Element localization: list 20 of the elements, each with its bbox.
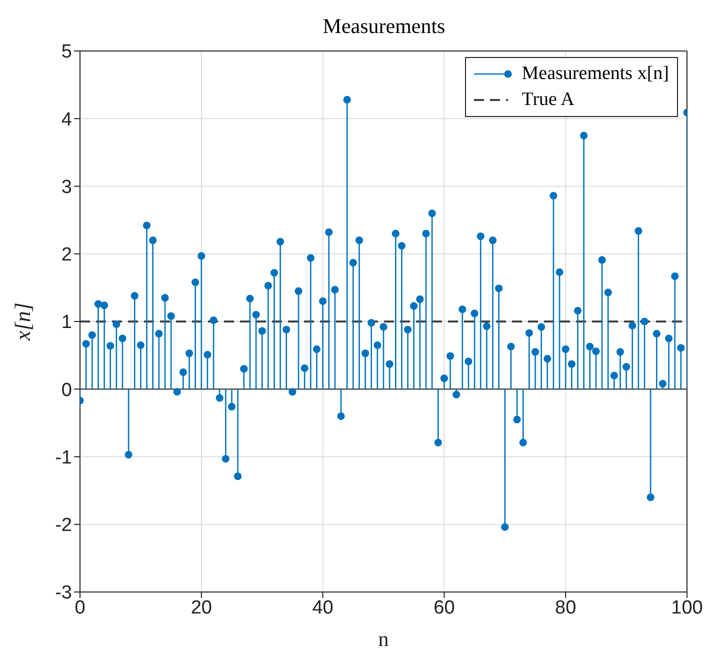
y-axis-title: x[n]: [10, 302, 35, 342]
legend-label: Measurements x[n]: [522, 62, 669, 86]
legend-label: True A: [522, 88, 574, 112]
y-tick-label: -2: [55, 515, 72, 536]
y-tick-label: -1: [55, 447, 72, 468]
x-tick-label: 100: [671, 597, 703, 618]
chart-title: Measurements: [322, 14, 446, 39]
y-tick-label: 0: [61, 380, 72, 401]
y-tick-label: 2: [61, 244, 72, 266]
y-tick-label: 3: [61, 176, 72, 198]
y-tick-label: 4: [61, 109, 72, 130]
x-tick-label: 0: [74, 597, 86, 618]
x-tick-label: 40: [312, 597, 334, 618]
x-tick-label: 80: [555, 597, 576, 618]
x-tick-label: 60: [434, 597, 455, 618]
y-tick-label: 5: [61, 42, 72, 63]
y-tick-label: -3: [55, 582, 72, 604]
y-tick-label: 1: [61, 312, 72, 334]
x-tick-label: 20: [190, 597, 212, 618]
x-axis-title: n: [378, 627, 390, 651]
